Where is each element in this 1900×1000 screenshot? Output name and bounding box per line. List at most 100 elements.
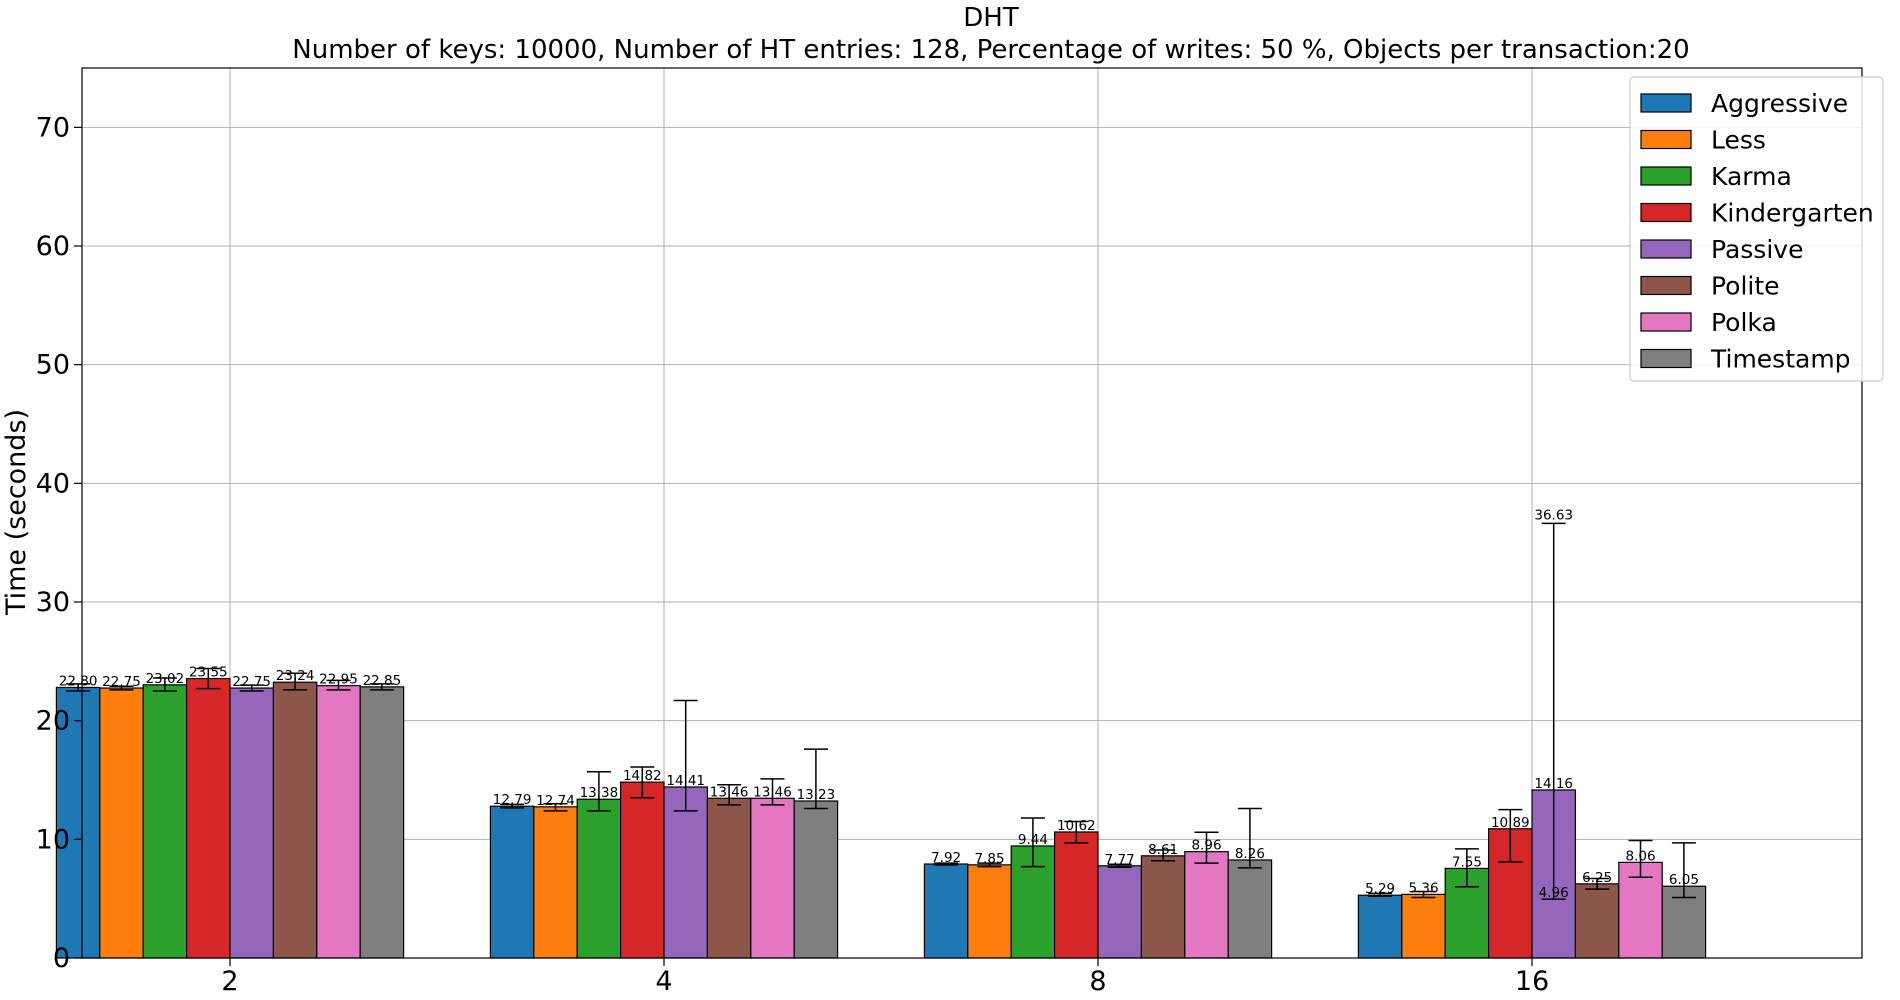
data-label: 13.46 xyxy=(753,784,792,800)
legend-label: Polka xyxy=(1711,308,1777,337)
data-label: 23.02 xyxy=(146,671,185,687)
data-label: 5.36 xyxy=(1408,880,1438,896)
bar-aggressive-8 xyxy=(923,863,969,959)
y-axis-label: Time (seconds) xyxy=(1,409,32,616)
data-label: 8.61 xyxy=(1148,842,1178,858)
legend-label: Kindergarten xyxy=(1711,199,1874,228)
legend-swatch xyxy=(1640,348,1692,369)
bar-less-16 xyxy=(1401,893,1446,959)
legend-label: Less xyxy=(1711,126,1766,155)
chart-subtitle: Number of keys: 10000, Number of HT entr… xyxy=(292,35,1689,65)
bar-timestamp-4 xyxy=(793,800,839,959)
plot-frame xyxy=(81,67,1863,959)
data-label: 6.05 xyxy=(1669,872,1699,888)
bar-polite-2 xyxy=(272,681,318,959)
data-label: 14.82 xyxy=(623,768,662,784)
data-label: 9.44 xyxy=(1018,832,1048,848)
bar-karma-2 xyxy=(142,684,188,959)
y-tick-label: 70 xyxy=(36,112,70,143)
data-label: 7.85 xyxy=(974,851,1004,867)
bar-polite-16 xyxy=(1574,883,1620,959)
data-label: 23.24 xyxy=(276,668,315,684)
error-label-high: 36.63 xyxy=(1534,507,1573,523)
bar-polka-16 xyxy=(1618,861,1663,959)
bar-less-2 xyxy=(99,687,144,959)
data-label: 14.41 xyxy=(666,773,705,789)
x-tick-label: 8 xyxy=(1089,966,1106,997)
data-label: 8.06 xyxy=(1625,848,1655,864)
data-label: 10.62 xyxy=(1057,818,1096,834)
error-label-low: 4.96 xyxy=(1539,885,1569,901)
y-tick-label: 60 xyxy=(36,231,70,262)
data-label: 23.55 xyxy=(189,665,228,681)
legend-label: Aggressive xyxy=(1711,89,1848,118)
error-bars xyxy=(66,522,1696,900)
data-label: 22.75 xyxy=(232,674,271,690)
data-label: 5.29 xyxy=(1365,881,1395,897)
data-label: 13.38 xyxy=(580,785,619,801)
bar-timestamp-2 xyxy=(359,686,405,959)
bar-aggressive-4 xyxy=(489,805,535,959)
y-tick-label: 30 xyxy=(36,587,70,618)
data-label: 22.95 xyxy=(319,672,358,688)
chart-title: DHT xyxy=(963,3,1019,33)
data-label: 22.80 xyxy=(59,673,98,689)
legend-swatch xyxy=(1640,166,1692,186)
legend-label: Polite xyxy=(1711,272,1780,301)
bar-polka-8 xyxy=(1184,851,1229,959)
data-label: 6.25 xyxy=(1582,870,1612,886)
y-tick-label: 40 xyxy=(36,468,70,499)
legend-swatch xyxy=(1640,93,1692,113)
y-tick-label: 10 xyxy=(36,824,70,855)
bar-kindergarten-2 xyxy=(186,677,231,959)
bars xyxy=(55,677,1707,959)
data-labels: 22.80 12.79 7.92 5.29 22.75 12.74 7.85 5.36 23.0… xyxy=(59,507,1699,901)
legend-swatch xyxy=(1640,239,1692,259)
y-tick-label: 20 xyxy=(36,706,70,737)
data-label: 7.77 xyxy=(1105,852,1135,868)
bar-polka-4 xyxy=(750,797,795,959)
bar-kindergarten-4 xyxy=(619,781,665,959)
legend-swatch xyxy=(1640,312,1692,332)
bar-kindergarten-8 xyxy=(1053,831,1099,959)
data-label: 12.74 xyxy=(536,793,575,809)
data-label: 7.92 xyxy=(931,850,961,866)
bar-aggressive-16 xyxy=(1357,894,1403,959)
legend-box xyxy=(1629,76,1884,382)
data-label: 22.85 xyxy=(363,673,402,689)
bar-passive-8 xyxy=(1097,865,1143,959)
x-tick-label: 4 xyxy=(655,966,672,997)
data-label: 8.96 xyxy=(1191,838,1221,854)
bar-passive-4 xyxy=(663,786,709,959)
data-label: 14.16 xyxy=(1534,776,1573,792)
legend: Aggressive Less Karma Kindergarten Passive Po… xyxy=(1629,76,1884,382)
data-label: 13.46 xyxy=(710,784,749,800)
data-label: 13.23 xyxy=(797,787,836,803)
legend-label: Karma xyxy=(1711,162,1792,191)
legend-swatch xyxy=(1640,202,1692,223)
data-label: 22.75 xyxy=(102,674,141,690)
bar-aggressive-2 xyxy=(55,686,101,959)
bar-polite-8 xyxy=(1140,855,1186,959)
data-label: 10.89 xyxy=(1491,815,1530,831)
legend-swatch xyxy=(1640,129,1692,150)
y-tick-label: 0 xyxy=(53,943,70,974)
x-tick-label: 16 xyxy=(1515,966,1549,997)
axes: 0 10 20 30 40 50 60 70 2 4 8 16 xyxy=(36,67,1863,997)
bar-timestamp-8 xyxy=(1227,859,1273,959)
data-label: 8.26 xyxy=(1235,846,1265,862)
bar-polka-2 xyxy=(316,685,361,959)
data-label: 12.79 xyxy=(493,792,532,808)
data-label: 7.55 xyxy=(1452,854,1482,870)
bar-karma-4 xyxy=(576,798,622,959)
legend-swatch xyxy=(1640,275,1692,296)
bar-passive-2 xyxy=(229,687,275,959)
legend-label: Timestamp xyxy=(1710,345,1851,374)
y-tick-label: 50 xyxy=(36,350,70,381)
bar-less-4 xyxy=(533,806,578,959)
legend-label: Passive xyxy=(1711,235,1803,264)
x-tick-label: 2 xyxy=(221,966,238,997)
bar-polite-4 xyxy=(706,797,752,959)
